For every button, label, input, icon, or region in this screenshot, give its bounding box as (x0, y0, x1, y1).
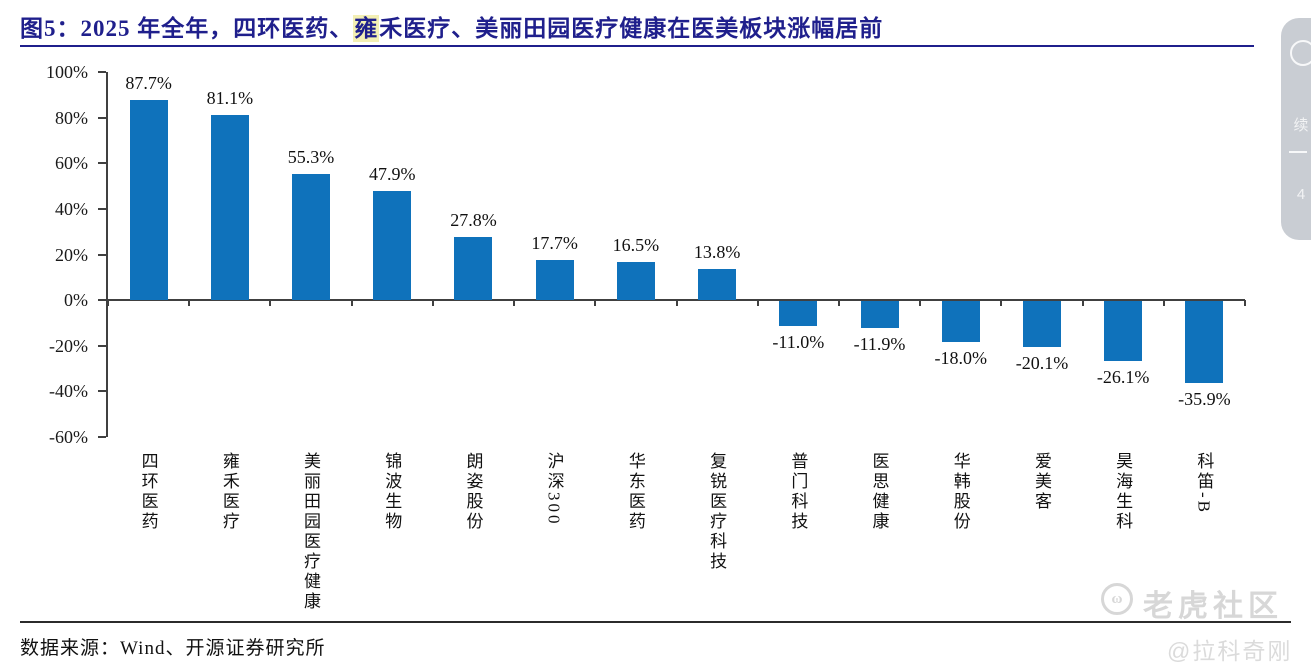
y-axis-label: 40% (55, 198, 88, 219)
x-axis-tick (837, 300, 840, 307)
floating-side-widget[interactable]: 续 4 (1281, 18, 1311, 240)
bar (535, 259, 574, 301)
y-axis-label: 60% (55, 153, 88, 174)
bar (941, 301, 980, 343)
bar (698, 268, 737, 301)
x-axis-tick (107, 300, 109, 307)
bar-value-label: 87.7% (125, 73, 172, 94)
y-axis-label: 100% (46, 62, 88, 82)
side-widget-label-mid: 续 (1293, 117, 1309, 134)
bar-value-label: -11.9% (853, 334, 906, 355)
side-widget-divider (1289, 151, 1307, 153)
y-axis-tick (98, 436, 106, 438)
y-axis-tick (98, 71, 106, 73)
bar (1104, 301, 1143, 361)
side-widget-label-bottom: 4 (1296, 186, 1306, 203)
category-label: 复锐医疗科技 (707, 452, 727, 572)
x-axis-tick (431, 300, 434, 307)
category-label: 爱美客 (1031, 452, 1051, 512)
y-axis-label: 0% (64, 290, 88, 311)
y-axis-tick (98, 253, 106, 256)
x-axis-tick (269, 300, 272, 307)
category-label: 雍禾医疗 (219, 452, 239, 532)
x-axis-tick (756, 300, 759, 307)
figure-title-prefix: 图5：2025 年全年，四环医药、 (20, 16, 354, 41)
bar (292, 173, 331, 301)
author-handle-watermark: @拉科奇刚 (1167, 638, 1293, 664)
x-axis-tick (1162, 300, 1165, 307)
figure-bottom-rule (20, 621, 1291, 623)
category-label: 医思健康 (869, 452, 889, 532)
category-label: 美丽田园医疗健康 (301, 452, 321, 612)
bar (616, 262, 655, 301)
bar (210, 115, 249, 301)
y-axis-tick (98, 162, 106, 165)
figure-title-highlight: 雍 (353, 15, 380, 42)
category-label: 四环医药 (138, 452, 158, 532)
bar-value-label: 13.8% (693, 241, 741, 262)
x-axis-tick (594, 300, 597, 307)
y-axis-tick (98, 207, 106, 210)
y-axis-line (106, 72, 108, 437)
figure-title-suffix: 禾医疗、美丽田园医疗健康在医美板块涨幅居前 (379, 16, 884, 41)
community-watermark: 老虎社区 (1143, 590, 1283, 623)
y-axis-tick (98, 116, 106, 119)
category-label: 锦波生物 (382, 452, 402, 532)
bar-value-label: 55.3% (287, 146, 335, 167)
figure-title: 图5：2025 年全年，四环医药、雍禾医疗、美丽田园医疗健康在医美板块涨幅居前 (20, 9, 883, 43)
x-axis-tick (1081, 300, 1084, 307)
bar-value-label: -26.1% (1096, 366, 1150, 387)
x-axis-tick (188, 300, 191, 307)
data-source-text: 数据来源：Wind、开源证券研究所 (20, 638, 326, 659)
x-axis-tick (1000, 300, 1003, 307)
y-axis-label: 80% (55, 107, 88, 128)
bar (779, 301, 818, 327)
category-label: 科笛-B (1194, 452, 1214, 515)
y-axis-tick (98, 390, 106, 393)
bar-value-label: 47.9% (369, 163, 416, 184)
bar-value-label: -35.9% (1178, 389, 1231, 410)
title-underline (20, 45, 1254, 47)
bar (373, 190, 412, 301)
bar (1022, 301, 1061, 347)
x-axis-tick (675, 300, 678, 307)
side-widget-circle-icon (1290, 40, 1311, 66)
y-axis-label: 20% (55, 244, 88, 265)
y-axis-tick (98, 344, 106, 347)
bar-value-label: 27.8% (450, 209, 497, 230)
category-label: 普门科技 (788, 452, 808, 532)
bar (860, 301, 899, 329)
category-label: 华韩股份 (950, 452, 970, 532)
tiger-community-logo-icon: ω (1101, 583, 1133, 615)
bar-value-label: -18.0% (934, 348, 988, 369)
y-axis-label: -60% (49, 427, 88, 447)
bar-value-label: -20.1% (1015, 352, 1069, 373)
category-label: 朗姿股份 (463, 452, 483, 532)
category-label: 沪深300 (544, 452, 564, 527)
bar (1185, 301, 1224, 384)
bar (129, 100, 168, 301)
x-axis-tick (513, 300, 516, 307)
x-axis-tick (1244, 300, 1246, 307)
y-axis-label: -20% (49, 335, 88, 356)
bar-value-label: 81.1% (206, 88, 254, 109)
bar-value-label: 16.5% (612, 235, 660, 256)
y-axis-tick (98, 299, 106, 302)
bar-value-label: 17.7% (531, 232, 578, 253)
category-label: 昊海生科 (1113, 452, 1133, 532)
category-label: 华东医药 (625, 452, 645, 532)
bar (454, 236, 493, 301)
x-axis-tick (350, 300, 353, 307)
bar-value-label: -11.0% (772, 332, 825, 353)
x-axis-tick (919, 300, 922, 307)
y-axis-label: -40% (49, 381, 88, 402)
